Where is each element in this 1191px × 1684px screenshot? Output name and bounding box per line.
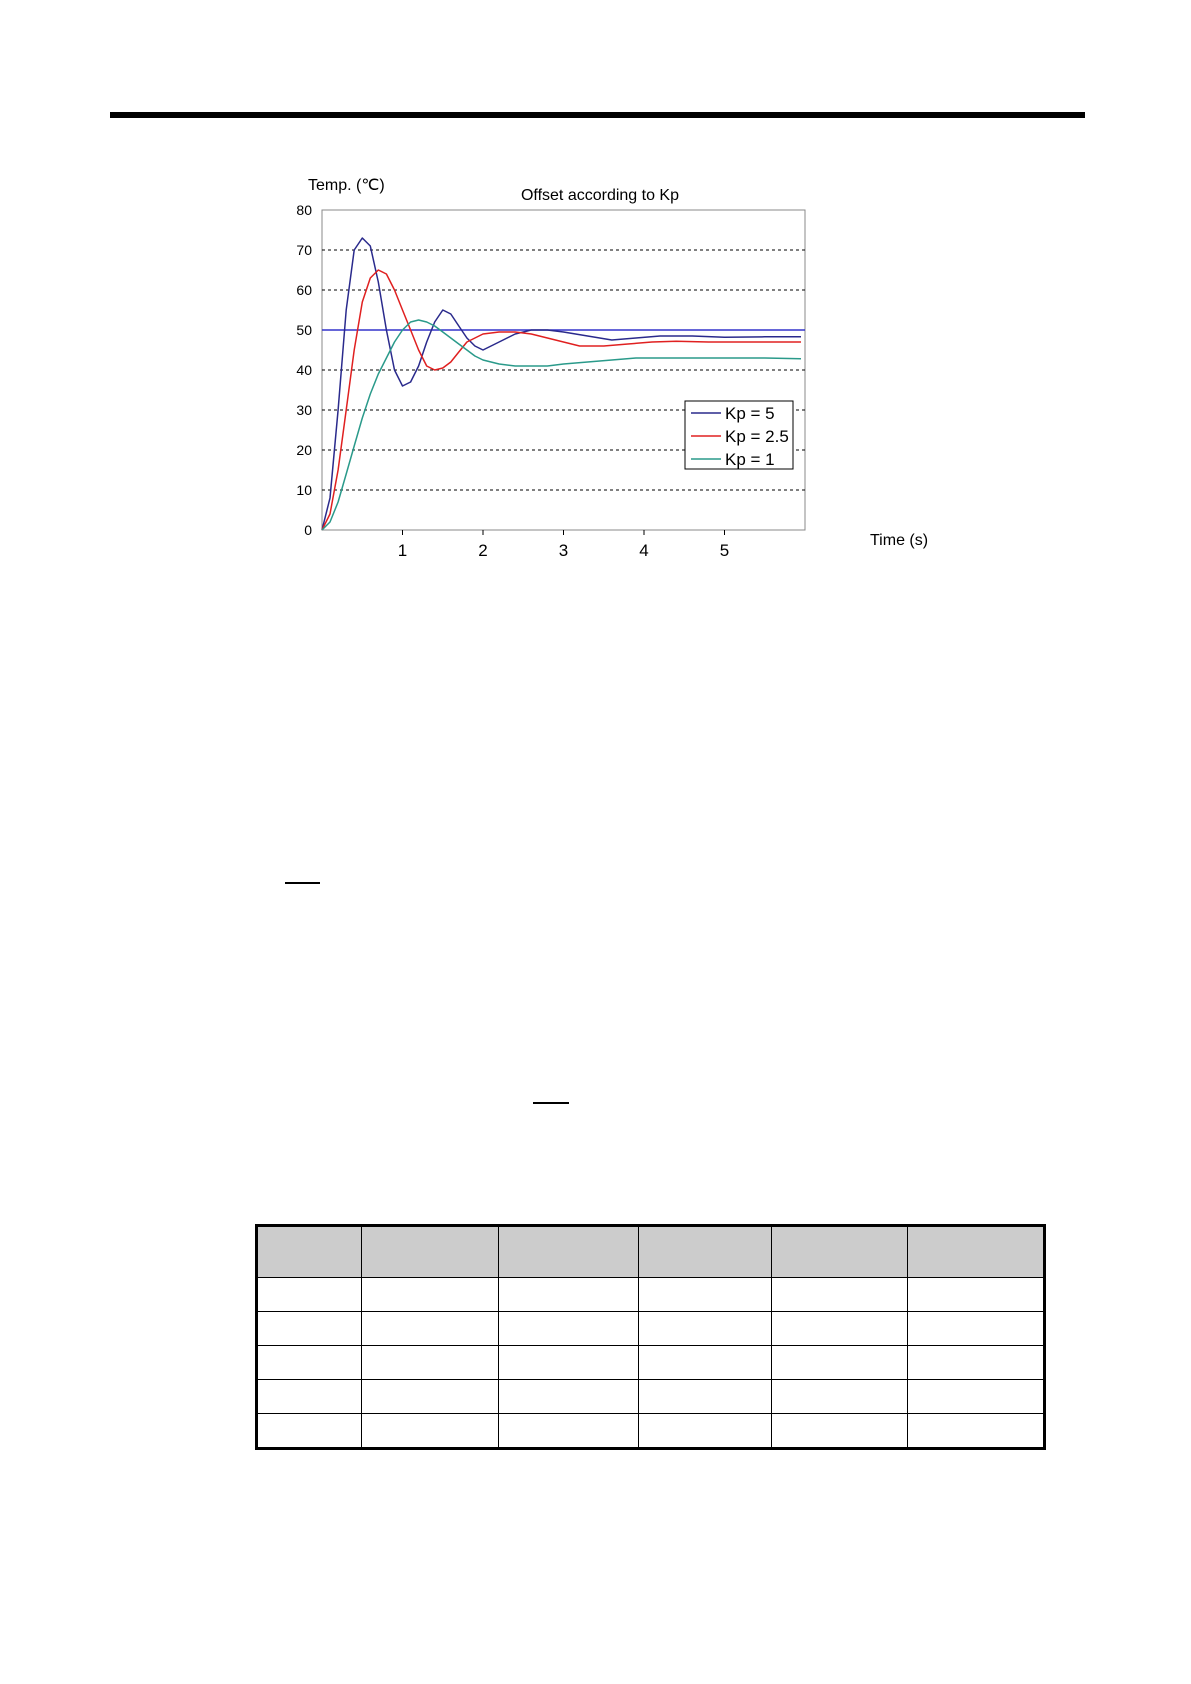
table-header-cell <box>907 1225 1045 1278</box>
table-header-row <box>256 1225 1045 1278</box>
x-axis-title: Time (s) <box>870 532 928 549</box>
table-cell <box>907 1311 1045 1346</box>
table-header-cell <box>256 1225 362 1278</box>
table-header-cell <box>771 1225 908 1278</box>
table-cell <box>771 1345 908 1380</box>
table-header-cell <box>361 1225 499 1278</box>
series-line-3 <box>321 319 802 531</box>
table-cell <box>256 1413 362 1449</box>
y-tick-label: 30 <box>296 402 312 418</box>
x-tick-label: 5 <box>720 541 729 560</box>
table-cell <box>907 1379 1045 1414</box>
table-row <box>256 1379 1045 1414</box>
kp-offset-chart: Temp. (℃) Offset according to Kp Time (s… <box>280 160 960 580</box>
legend-label: Kp = 1 <box>725 450 775 469</box>
table-cell <box>907 1277 1045 1312</box>
y-tick-label: 60 <box>296 282 312 298</box>
table-cell <box>498 1379 639 1414</box>
table-cell <box>361 1379 499 1414</box>
data-table <box>255 1224 1046 1450</box>
table-cell <box>498 1277 639 1312</box>
table-cell <box>638 1345 772 1380</box>
table-cell <box>638 1311 772 1346</box>
x-tick-label: 4 <box>639 541 648 560</box>
x-tick-label: 2 <box>478 541 487 560</box>
series-line-1 <box>321 237 801 531</box>
fraction-bar <box>285 882 320 884</box>
table-cell <box>361 1345 499 1380</box>
table-cell <box>638 1413 772 1449</box>
chart-title: Offset according to Kp <box>521 187 679 204</box>
table-row <box>256 1277 1045 1312</box>
fraction-bar <box>533 1102 569 1104</box>
table-row <box>256 1413 1045 1449</box>
y-tick-label: 80 <box>296 202 312 218</box>
series-line-2 <box>321 269 801 531</box>
x-tick-label: 1 <box>398 541 407 560</box>
y-tick-label: 40 <box>296 362 312 378</box>
chart-legend: Kp = 5 Kp = 2.5 Kp = 1 <box>684 400 794 470</box>
table-cell <box>361 1311 499 1346</box>
table-cell <box>771 1277 908 1312</box>
table-row <box>256 1345 1045 1380</box>
table-cell <box>256 1277 362 1312</box>
table-row <box>256 1311 1045 1346</box>
x-tick-label: 3 <box>559 541 568 560</box>
table-cell <box>907 1413 1045 1449</box>
table-cell <box>256 1311 362 1346</box>
table-cell <box>638 1379 772 1414</box>
table-header-cell <box>498 1225 639 1278</box>
header-rule <box>110 112 1085 118</box>
table-cell <box>498 1311 639 1346</box>
y-tick-label: 70 <box>296 242 312 258</box>
table-cell <box>256 1379 362 1414</box>
y-axis-title: Temp. (℃) <box>308 177 385 194</box>
table-cell <box>361 1277 499 1312</box>
table-cell <box>771 1413 908 1449</box>
table-cell <box>256 1345 362 1380</box>
chart-svg: Temp. (℃) Offset according to Kp Time (s… <box>296 177 928 560</box>
y-tick-label: 50 <box>296 322 312 338</box>
table-cell <box>907 1345 1045 1380</box>
y-tick-label: 0 <box>304 522 312 538</box>
legend-label: Kp = 2.5 <box>725 427 789 446</box>
y-tick-label: 10 <box>296 482 312 498</box>
y-tick-label: 20 <box>296 442 312 458</box>
table-cell <box>361 1413 499 1449</box>
table-cell <box>771 1379 908 1414</box>
table-cell <box>771 1311 908 1346</box>
table-header-cell <box>638 1225 772 1278</box>
table-cell <box>498 1413 639 1449</box>
table-cell <box>498 1345 639 1380</box>
legend-label: Kp = 5 <box>725 404 775 423</box>
table-cell <box>638 1277 772 1312</box>
